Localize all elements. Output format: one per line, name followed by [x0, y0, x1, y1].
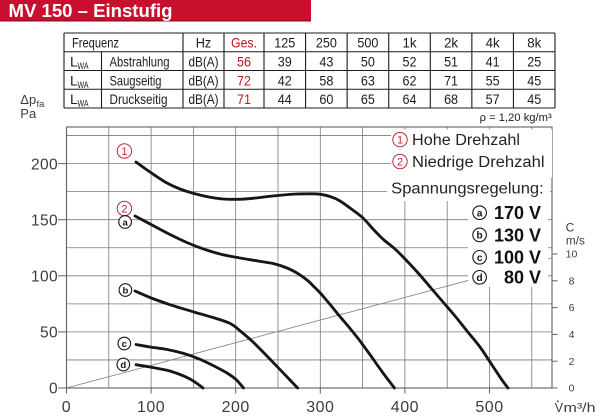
- svg-text:41: 41: [486, 54, 500, 70]
- svg-text:1: 1: [121, 146, 127, 158]
- svg-text:125: 125: [274, 35, 295, 51]
- svg-text:Ges.: Ges.: [231, 35, 257, 51]
- svg-text:0: 0: [49, 381, 58, 398]
- svg-text:2: 2: [569, 356, 575, 368]
- svg-text:55: 55: [486, 72, 500, 88]
- svg-text:WA: WA: [78, 99, 89, 109]
- svg-text:m/s: m/s: [566, 233, 585, 247]
- svg-text:100 V: 100 V: [494, 248, 541, 268]
- svg-text:WA: WA: [78, 80, 89, 90]
- svg-text:45: 45: [527, 72, 541, 88]
- svg-text:6: 6: [569, 302, 575, 314]
- svg-text:8: 8: [569, 275, 575, 287]
- svg-text:Saugseitig: Saugseitig: [110, 72, 162, 88]
- svg-text:56: 56: [237, 54, 251, 70]
- svg-text:63: 63: [361, 72, 375, 88]
- svg-text:Niedrige Drehzahl: Niedrige Drehzahl: [412, 154, 545, 171]
- svg-text:a: a: [122, 217, 128, 228]
- svg-text:39: 39: [278, 54, 292, 70]
- svg-text:57: 57: [486, 91, 500, 107]
- svg-text:b: b: [477, 231, 483, 242]
- svg-text:200: 200: [31, 156, 58, 173]
- svg-text:Hz: Hz: [196, 35, 212, 51]
- svg-text:25: 25: [527, 54, 541, 70]
- svg-text:2k: 2k: [444, 35, 459, 51]
- svg-text:71: 71: [237, 91, 251, 107]
- svg-text:52: 52: [403, 54, 417, 70]
- svg-text:500: 500: [475, 399, 503, 416]
- svg-text:58: 58: [319, 72, 333, 88]
- svg-text:fa: fa: [37, 99, 46, 110]
- svg-text:Druckseitig: Druckseitig: [110, 91, 168, 107]
- svg-text:2: 2: [397, 156, 403, 168]
- svg-text:4k: 4k: [486, 35, 501, 51]
- svg-text:130 V: 130 V: [494, 225, 541, 245]
- svg-text:80 V: 80 V: [504, 268, 541, 288]
- svg-text:42: 42: [278, 72, 292, 88]
- svg-text:71: 71: [444, 72, 458, 88]
- svg-text:a: a: [477, 208, 483, 219]
- svg-text:60: 60: [319, 91, 333, 107]
- svg-text:43: 43: [319, 54, 333, 70]
- svg-text:Hohe Drehzahl: Hohe Drehzahl: [412, 132, 520, 149]
- svg-text:c: c: [122, 339, 127, 350]
- svg-text:50: 50: [40, 325, 58, 342]
- svg-text:1: 1: [397, 135, 403, 147]
- svg-text:d: d: [477, 273, 483, 284]
- svg-text:ρ = 1,20 kg/m³: ρ = 1,20 kg/m³: [480, 112, 552, 124]
- svg-text:Frequenz: Frequenz: [72, 35, 119, 51]
- svg-text:Abstrahlung: Abstrahlung: [110, 54, 170, 70]
- svg-text:62: 62: [403, 72, 417, 88]
- svg-text:0: 0: [62, 399, 71, 416]
- svg-text:Δp: Δp: [20, 92, 36, 107]
- svg-text:V: V: [555, 401, 564, 415]
- svg-text:dB(A): dB(A): [189, 54, 219, 70]
- svg-text:170 V: 170 V: [494, 203, 541, 223]
- svg-text:400: 400: [391, 399, 419, 416]
- svg-text:8k: 8k: [527, 35, 542, 51]
- svg-text:44: 44: [278, 91, 292, 107]
- svg-text:dB(A): dB(A): [189, 72, 219, 88]
- svg-text:65: 65: [361, 91, 375, 107]
- svg-text:4: 4: [569, 329, 575, 341]
- svg-text:L: L: [70, 91, 78, 107]
- svg-text:250: 250: [316, 35, 337, 51]
- svg-text:d: d: [120, 360, 126, 371]
- svg-text:b: b: [122, 285, 128, 296]
- svg-text:m³/h: m³/h: [564, 401, 596, 415]
- svg-text:L: L: [70, 54, 78, 70]
- svg-text:dB(A): dB(A): [189, 91, 219, 107]
- svg-text:Spannungsregelung:: Spannungsregelung:: [391, 181, 544, 198]
- svg-text:WA: WA: [78, 61, 89, 71]
- svg-text:68: 68: [444, 91, 458, 107]
- svg-text:Pa: Pa: [20, 106, 37, 121]
- svg-text:c: c: [477, 253, 483, 264]
- svg-text:10: 10: [566, 249, 578, 261]
- svg-text:64: 64: [403, 91, 417, 107]
- svg-text:C: C: [566, 221, 575, 235]
- svg-text:2: 2: [121, 203, 127, 215]
- svg-text:51: 51: [444, 54, 458, 70]
- svg-text:150: 150: [31, 212, 58, 229]
- svg-text:300: 300: [306, 399, 334, 416]
- svg-text:72: 72: [237, 72, 251, 88]
- svg-text:500: 500: [357, 35, 378, 51]
- svg-text:200: 200: [222, 399, 250, 416]
- svg-text:100: 100: [137, 399, 165, 416]
- svg-text:45: 45: [527, 91, 541, 107]
- svg-text:50: 50: [361, 54, 375, 70]
- svg-text:MV 150 – Einstufig: MV 150 – Einstufig: [9, 1, 173, 21]
- svg-text:L: L: [70, 72, 78, 88]
- svg-text:1k: 1k: [403, 35, 418, 51]
- svg-text:100: 100: [31, 269, 58, 286]
- svg-text:0: 0: [569, 383, 575, 395]
